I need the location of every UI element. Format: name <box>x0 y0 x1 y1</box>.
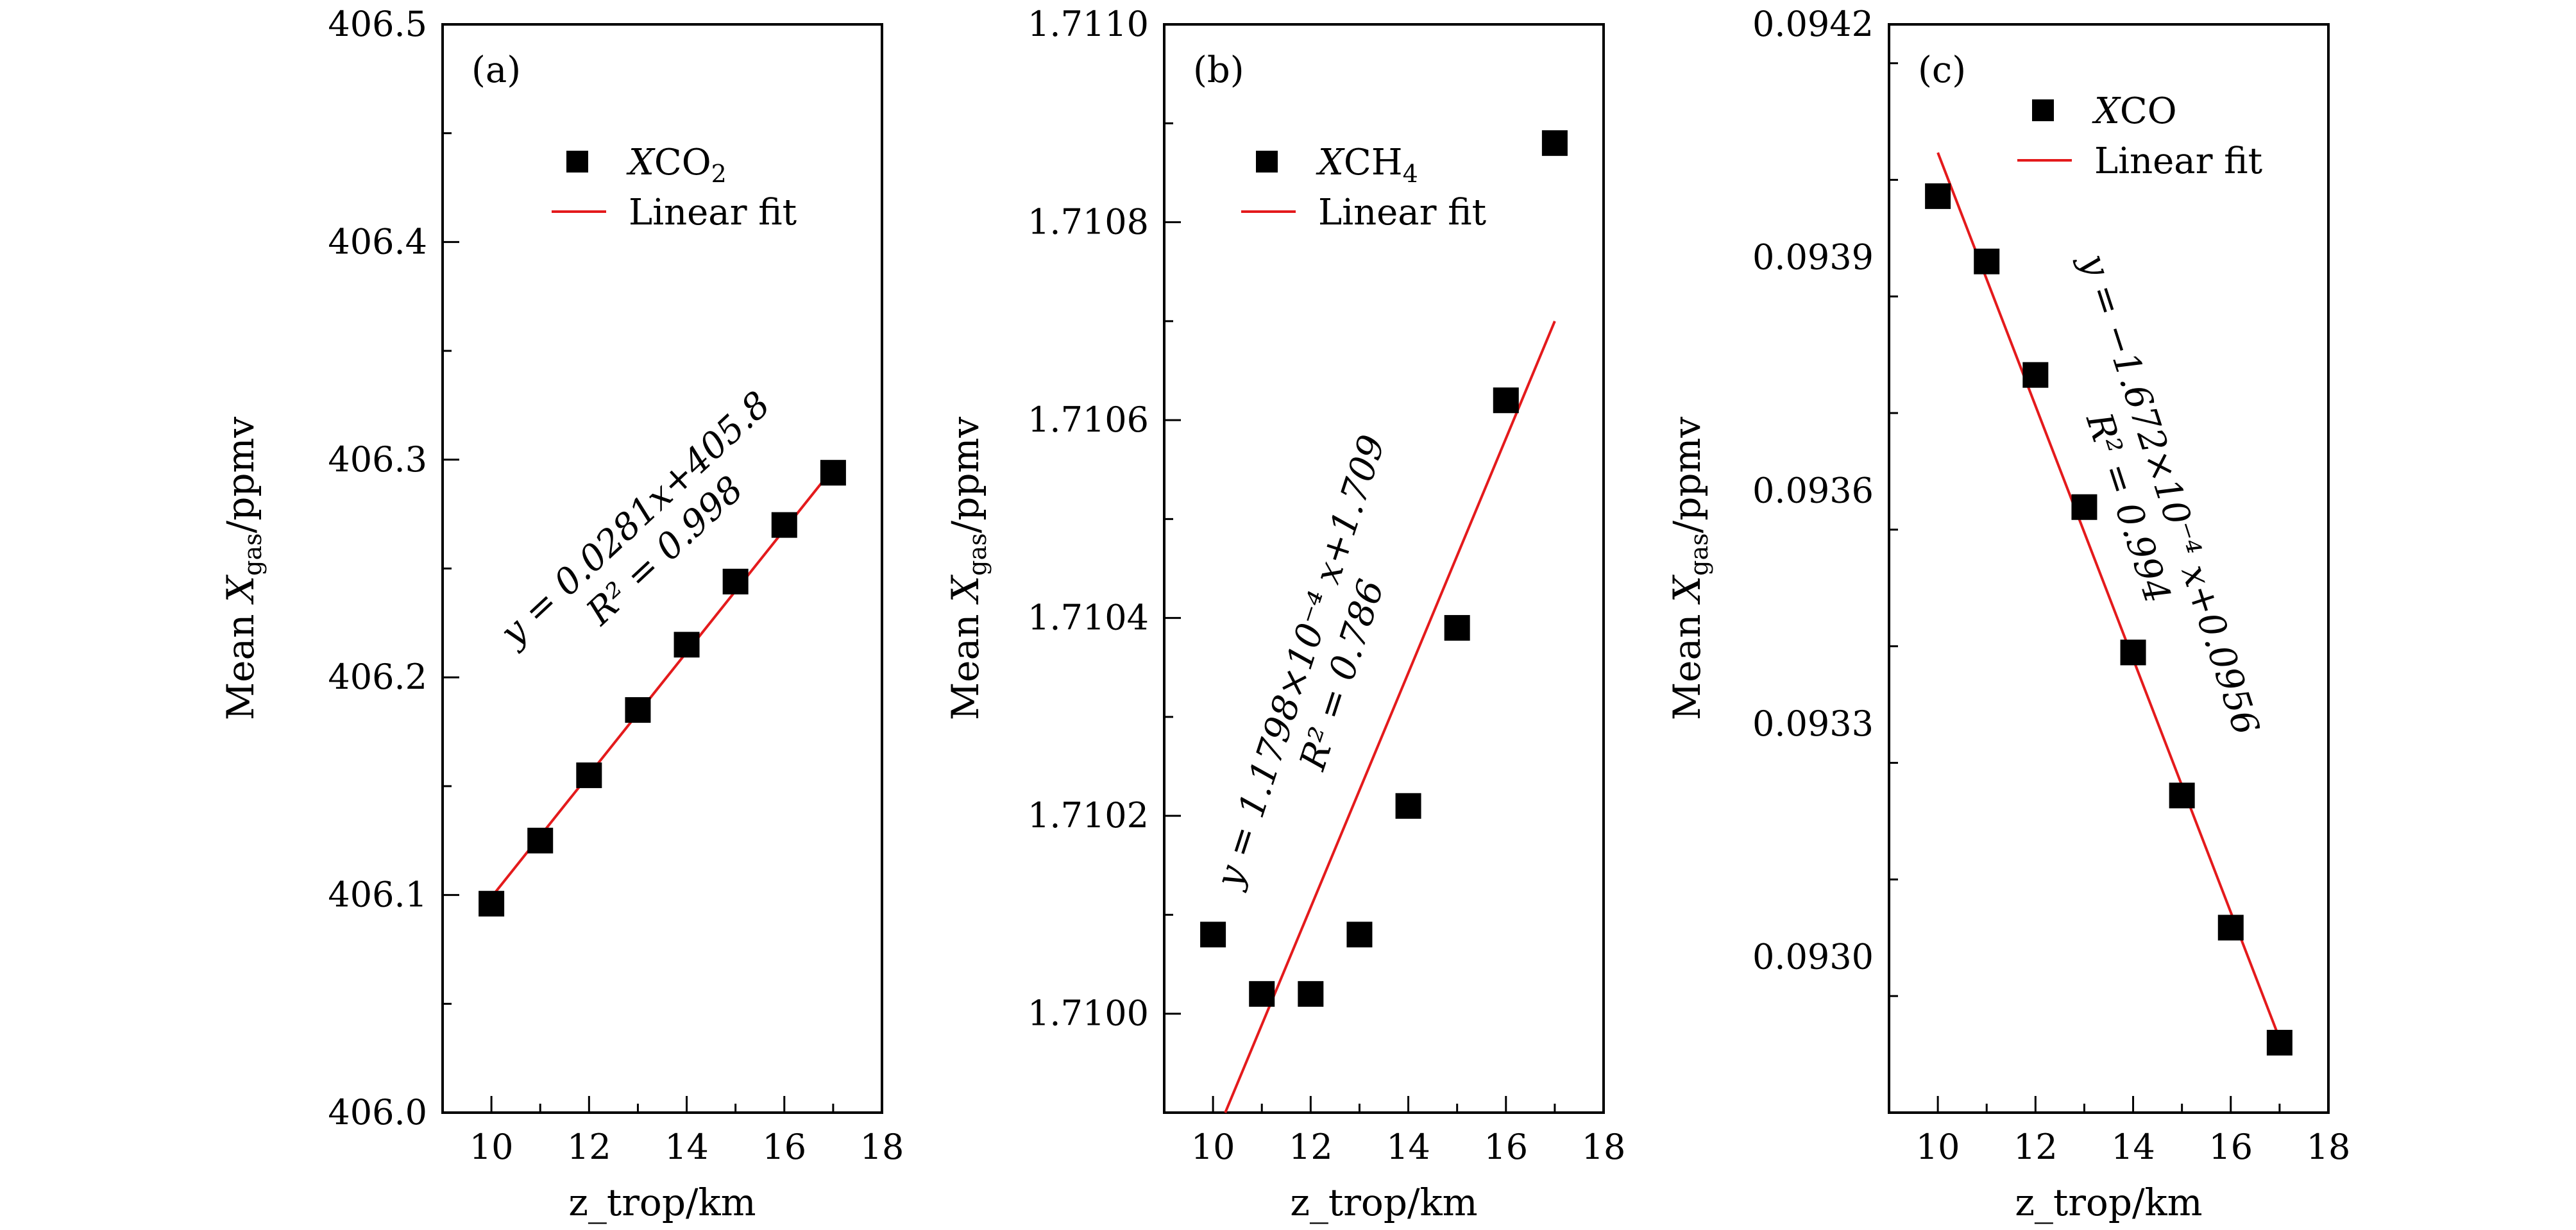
data-point <box>722 568 749 594</box>
linear-fit-line <box>1936 152 2281 1040</box>
data-point <box>1200 922 1226 948</box>
data-point <box>479 891 505 917</box>
legend-label-points: XCO2 <box>626 142 727 188</box>
legend-marker <box>2032 99 2054 121</box>
x-tick-label: 12 <box>1289 1127 1333 1167</box>
data-point <box>1298 981 1324 1007</box>
data-point <box>2022 362 2049 388</box>
y-tick-label: 406.5 <box>328 4 427 44</box>
y-tick-label: 1.7102 <box>1028 795 1149 836</box>
legend-label-points: XCO <box>2092 90 2177 132</box>
panel-label: (c) <box>1918 49 1966 91</box>
y-tick-label: 1.7106 <box>1028 400 1149 440</box>
y-tick-label: 0.0933 <box>1752 703 1874 744</box>
x-tick-label: 18 <box>2307 1127 2351 1167</box>
legend-marker <box>1256 151 1278 173</box>
x-tick-label: 12 <box>2013 1127 2058 1167</box>
data-point <box>1249 981 1275 1007</box>
linear-fit-line <box>490 468 835 898</box>
x-axis-label: z_trop/km <box>568 1181 756 1224</box>
legend-marker <box>566 151 588 173</box>
y-tick-label: 1.7104 <box>1028 598 1149 638</box>
y-tick-label: 406.4 <box>328 221 427 262</box>
data-point <box>1925 183 1951 209</box>
plot-frame <box>1888 23 2330 1114</box>
fit-equation: y = −1.672×10⁻⁴ x+0.0956 <box>2071 248 2267 740</box>
legend-label-fit: Linear fit <box>2094 140 2263 182</box>
data-point <box>1395 793 1421 819</box>
chart-panel-1: 10 12 14 16 18 406.0 406.1 406.2 406.3 406.4 406.5… <box>219 4 904 1224</box>
chart-panel-2: 10 12 14 16 18 1.7100 1.7102 1.7104 1.7106 1.7108… <box>944 4 1625 1224</box>
y-tick-label: 406.1 <box>328 875 427 915</box>
data-point <box>1444 615 1470 641</box>
x-tick-label: 14 <box>1386 1127 1430 1167</box>
x-tick-label: 16 <box>2208 1127 2253 1167</box>
data-point <box>576 762 602 788</box>
data-point <box>820 460 846 486</box>
data-point <box>2217 914 2244 941</box>
linear-fit-line <box>1224 321 1556 1113</box>
data-point <box>674 632 700 658</box>
data-point <box>1493 387 1519 414</box>
y-axis-label: Mean Xgas/ppmv <box>219 417 267 721</box>
data-point <box>1974 248 2000 274</box>
x-tick-label: 14 <box>2111 1127 2155 1167</box>
plot-frame <box>1163 23 1605 1114</box>
x-tick-label: 16 <box>762 1127 806 1167</box>
data-point <box>1541 130 1568 156</box>
data-point <box>2120 639 2146 666</box>
y-tick-label: 1.7110 <box>1028 4 1149 44</box>
chart-panel-3: 10 12 14 16 18 0.0930 0.0933 0.0936 0.0939 0.0942… <box>1665 4 2350 1224</box>
data-point <box>527 827 554 854</box>
x-tick-label: 14 <box>665 1127 709 1167</box>
data-point <box>625 697 651 723</box>
x-tick-label: 18 <box>860 1127 904 1167</box>
y-tick-label: 1.7100 <box>1028 993 1149 1034</box>
y-axis-label: Mean Xgas/ppmv <box>944 417 992 721</box>
x-tick-label: 16 <box>1484 1127 1528 1167</box>
data-point <box>2266 1029 2292 1056</box>
data-point <box>1346 922 1373 948</box>
fit-annotation: y = 0.0281x+405.8R² = 0.998 <box>491 383 778 655</box>
y-tick-label: 1.7108 <box>1028 202 1149 242</box>
panel-label: (a) <box>471 49 521 91</box>
x-axis-label: z_trop/km <box>2015 1181 2202 1224</box>
y-axis-label: Mean Xgas/ppmv <box>1665 417 1713 721</box>
y-tick-label: 406.0 <box>328 1092 427 1133</box>
data-point <box>2169 782 2195 809</box>
y-tick-label: 0.0942 <box>1752 4 1874 44</box>
fit-equation: y = 0.0281x+405.8 <box>491 383 778 655</box>
panel-label: (b) <box>1193 49 1244 91</box>
x-tick-label: 18 <box>1582 1127 1626 1167</box>
legend-label-fit: Linear fit <box>629 192 797 233</box>
y-tick-label: 406.3 <box>328 439 427 480</box>
x-tick-label: 10 <box>1191 1127 1235 1167</box>
x-tick-label: 10 <box>1916 1127 1960 1167</box>
y-tick-label: 0.0939 <box>1752 237 1874 278</box>
y-tick-label: 406.2 <box>328 657 427 697</box>
legend-label-points: XCH4 <box>1316 142 1418 188</box>
x-tick-label: 12 <box>567 1127 611 1167</box>
x-tick-label: 10 <box>470 1127 514 1167</box>
data-point <box>771 512 797 538</box>
legend-label-fit: Linear fit <box>1318 192 1487 233</box>
x-axis-label: z_trop/km <box>1290 1181 1477 1224</box>
data-point <box>2071 494 2097 520</box>
y-tick-label: 0.0930 <box>1752 937 1874 977</box>
y-tick-label: 0.0936 <box>1752 470 1874 510</box>
legend: XCO Linear fit <box>2017 90 2263 182</box>
